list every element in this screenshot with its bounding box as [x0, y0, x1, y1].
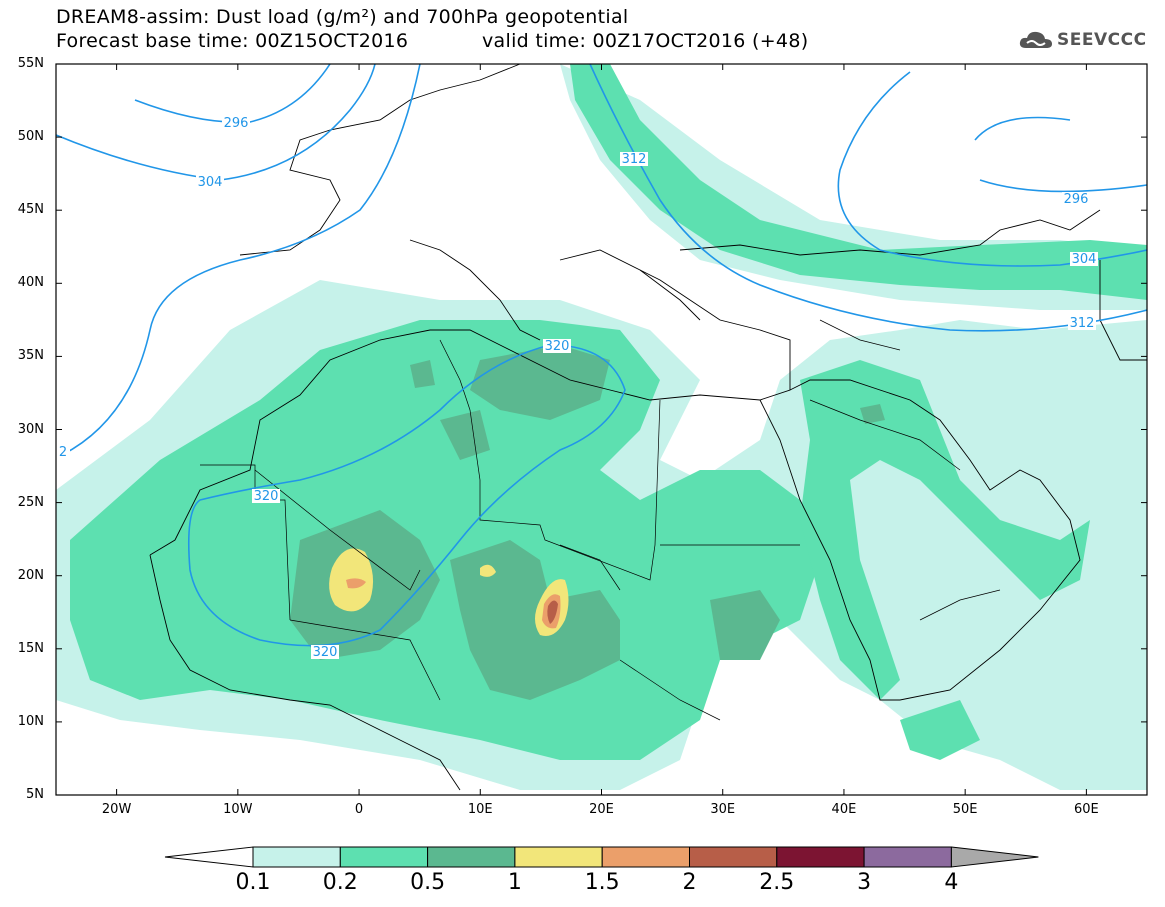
colorbar-label: 0.2: [322, 870, 358, 895]
dust-level-2: [547, 600, 558, 624]
lat-label: 50N: [17, 129, 44, 145]
colorbar-swatch: [252, 846, 341, 868]
lon-label: 10W: [223, 802, 253, 817]
country-borders: [200, 319, 1001, 721]
lat-label: 35N: [17, 348, 44, 364]
colorbar-swatch: [339, 846, 429, 868]
colorbar-label: 0.1: [235, 870, 271, 895]
map-title: DREAM8-assim: Dust load (g/m²) and 700hP…: [56, 6, 629, 28]
contour-label: 2: [59, 445, 67, 460]
lon-label: 60E: [1073, 802, 1099, 817]
colorbar-swatch: [776, 846, 865, 868]
colorbar-swatch: [514, 846, 603, 868]
contour-label: 320: [545, 339, 570, 354]
contour-label: 312: [622, 152, 647, 167]
contour-label: 304: [198, 175, 223, 190]
colorbar-under-triangle: [164, 846, 254, 868]
logo-text: SEEVCCC: [1057, 30, 1147, 50]
forecast-base-time: Forecast base time: 00Z15OCT2016: [56, 30, 409, 52]
colorbar-label: 2: [682, 870, 697, 895]
lat-label: 25N: [17, 494, 44, 510]
seevccc-logo: SEEVCCC: [1018, 28, 1147, 52]
lon-label: 0: [354, 802, 364, 817]
lon-label: 20E: [589, 802, 614, 817]
dust-level-0.2: [70, 64, 1147, 760]
lat-label: 15N: [17, 640, 44, 656]
lon-label: 10E: [467, 802, 493, 817]
colorbar-label: 3: [857, 870, 872, 895]
colorbar-label: 0.5: [410, 870, 446, 895]
lon-label: 20W: [101, 802, 132, 817]
cloud-icon: [1019, 31, 1052, 48]
lat-label: 20N: [17, 567, 44, 583]
contour-label: 320: [313, 645, 338, 660]
contour-label: 320: [254, 489, 279, 504]
coastlines: [149, 64, 1147, 791]
colorbar-label: 1: [507, 870, 522, 895]
colorbar-label: 2.5: [759, 870, 795, 895]
lat-label: 10N: [17, 713, 44, 729]
contour-label: 296: [1064, 192, 1089, 207]
valid-time: valid time: 00Z17OCT2016 (+48): [482, 30, 809, 52]
lat-label: 45N: [17, 202, 44, 218]
lon-label: 50E: [952, 802, 978, 817]
contour-label: 304: [1072, 252, 1097, 267]
colorbar-over-triangle: [950, 846, 1039, 868]
lat-label: 30N: [17, 421, 44, 437]
contour-label: 296: [224, 116, 249, 131]
lon-label: 40E: [831, 802, 857, 817]
colorbar-swatch: [863, 846, 952, 868]
lat-label: 5N: [26, 787, 44, 802]
lat-label: 55N: [17, 56, 44, 71]
colorbar-label: 1.5: [584, 870, 620, 895]
lat-label: 40N: [17, 275, 44, 291]
contour-labels: 296 304 312 320 320 320 2 296 304 312: [58, 116, 1098, 660]
contour-label: 312: [1070, 316, 1095, 331]
colorbar-swatch: [601, 846, 691, 868]
colorbar-swatch: [689, 846, 778, 868]
colorbar: [164, 846, 1039, 868]
colorbar-label: 4: [944, 870, 959, 895]
colorbar-swatch: [427, 846, 516, 868]
lon-label: 30E: [710, 802, 736, 817]
